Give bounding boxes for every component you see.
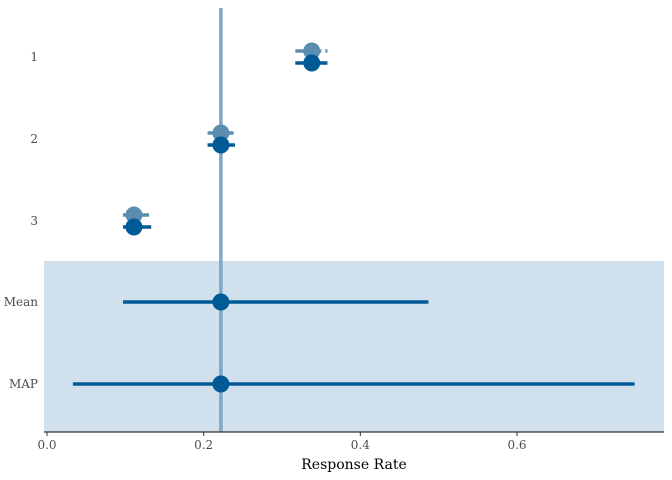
point-3-s1	[125, 218, 143, 236]
y-tick-label-1: 1	[30, 50, 38, 64]
x-tick-label-0: 0.0	[37, 438, 56, 452]
x-tick-label-1: 0.2	[194, 438, 213, 452]
point-1-s1	[303, 54, 321, 72]
x-tick-label-2: 0.4	[351, 438, 370, 452]
point-Mean-s1	[212, 293, 230, 311]
y-tick-label-Mean: Mean	[4, 295, 39, 309]
point-3-s0	[125, 206, 143, 224]
point-MAP-s1	[212, 375, 230, 393]
x-tick-label-3: 0.6	[507, 438, 526, 452]
y-tick-label-3: 3	[30, 214, 38, 228]
x-axis-title: Response Rate	[301, 457, 406, 473]
point-2-s1	[212, 136, 230, 154]
point-2-s0	[212, 124, 230, 142]
y-tick-label-2: 2	[30, 132, 38, 146]
y-tick-label-MAP: MAP	[9, 377, 38, 391]
shaded-region	[44, 261, 664, 432]
point-1-s0	[303, 42, 321, 60]
